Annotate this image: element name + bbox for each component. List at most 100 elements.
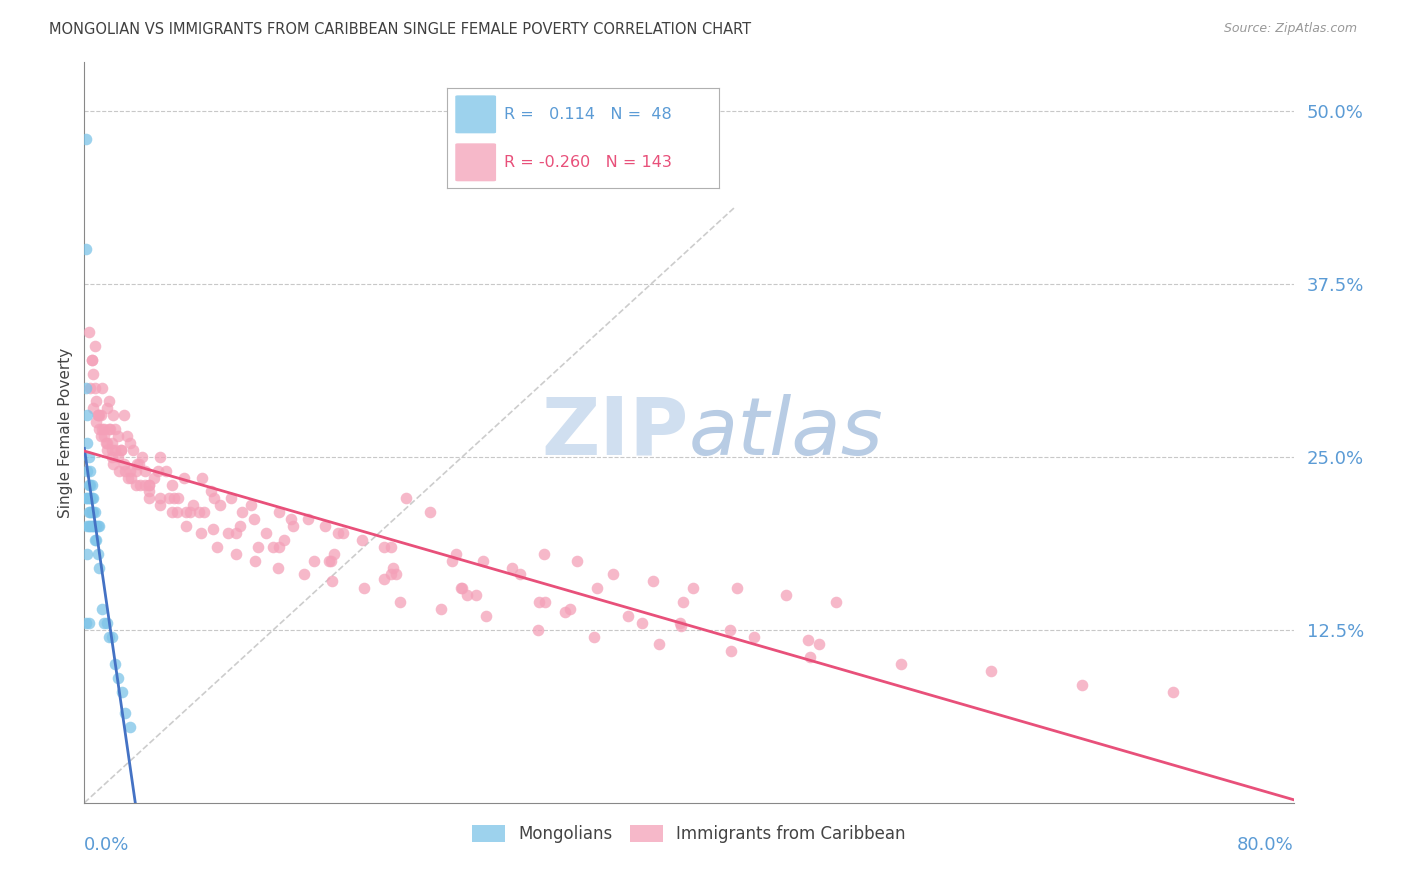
Point xyxy=(121,442,143,457)
Point xyxy=(80,477,103,491)
Point xyxy=(93,429,115,443)
Point xyxy=(247,540,270,554)
Point xyxy=(280,512,302,526)
Point xyxy=(77,491,100,506)
Point xyxy=(89,422,111,436)
Point xyxy=(114,464,136,478)
Point xyxy=(509,567,531,582)
Point xyxy=(381,560,404,574)
Point xyxy=(125,464,148,478)
Point xyxy=(97,422,120,436)
Point xyxy=(389,595,412,609)
Point xyxy=(93,422,115,436)
Text: ZIP: ZIP xyxy=(541,393,689,472)
Point xyxy=(125,477,148,491)
Point xyxy=(76,464,98,478)
Point xyxy=(373,572,395,586)
Point xyxy=(75,131,97,145)
Point xyxy=(262,540,284,554)
Point xyxy=(242,512,264,526)
Point xyxy=(157,491,180,506)
Point xyxy=(155,464,177,478)
Point xyxy=(292,567,315,582)
Point xyxy=(1161,685,1184,699)
Point xyxy=(217,525,239,540)
Point xyxy=(373,540,395,554)
Point xyxy=(79,519,101,533)
Point xyxy=(384,567,406,582)
Point xyxy=(243,554,266,568)
Point xyxy=(824,595,846,609)
Point xyxy=(100,450,122,464)
Point xyxy=(80,505,103,519)
Point xyxy=(93,615,115,630)
Point xyxy=(108,464,131,478)
Point xyxy=(193,505,215,519)
Point xyxy=(79,505,101,519)
Point xyxy=(475,609,498,624)
Point xyxy=(174,519,197,533)
Point xyxy=(229,519,252,533)
Point xyxy=(80,353,103,368)
Point xyxy=(207,540,229,554)
Point xyxy=(380,567,402,582)
Point xyxy=(181,498,204,512)
Point xyxy=(742,630,765,644)
Point xyxy=(76,409,98,423)
Point xyxy=(174,505,197,519)
Point xyxy=(319,554,342,568)
Point xyxy=(84,533,107,547)
Point xyxy=(162,491,184,506)
Point xyxy=(456,588,478,602)
Point xyxy=(314,519,336,533)
Point xyxy=(97,630,120,644)
Point xyxy=(79,464,101,478)
Point xyxy=(631,615,654,630)
Point xyxy=(94,436,117,450)
Point xyxy=(179,505,201,519)
Point xyxy=(96,442,118,457)
Point xyxy=(328,525,350,540)
Point xyxy=(444,547,467,561)
Point xyxy=(318,554,340,568)
Point xyxy=(134,477,156,491)
Point xyxy=(641,574,664,589)
Point xyxy=(440,554,463,568)
Point xyxy=(527,623,550,637)
Point xyxy=(138,477,160,491)
Point xyxy=(76,519,98,533)
Point xyxy=(267,560,290,574)
Point xyxy=(273,533,295,547)
Point xyxy=(585,582,607,596)
Point xyxy=(82,491,104,506)
Point xyxy=(75,615,97,630)
Point xyxy=(529,595,551,609)
Point xyxy=(464,588,486,602)
Point xyxy=(807,637,830,651)
Point xyxy=(79,491,101,506)
Point xyxy=(450,582,472,596)
Point xyxy=(149,498,172,512)
Point xyxy=(430,602,453,616)
Point xyxy=(797,632,820,647)
Point xyxy=(648,637,671,651)
Point xyxy=(451,582,474,596)
Point xyxy=(101,457,124,471)
Point xyxy=(114,706,136,720)
Point xyxy=(332,525,354,540)
Point xyxy=(98,422,121,436)
Point xyxy=(84,381,107,395)
Point xyxy=(91,381,114,395)
Point xyxy=(84,505,107,519)
Point xyxy=(77,615,100,630)
Point xyxy=(890,657,912,672)
Point xyxy=(76,491,98,506)
Text: Source: ZipAtlas.com: Source: ZipAtlas.com xyxy=(1223,22,1357,36)
Point xyxy=(775,588,797,602)
Legend: Mongolians, Immigrants from Caribbean: Mongolians, Immigrants from Caribbean xyxy=(465,819,912,850)
Y-axis label: Single Female Poverty: Single Female Poverty xyxy=(58,348,73,517)
Point xyxy=(100,442,122,457)
Point xyxy=(472,554,495,568)
Text: atlas: atlas xyxy=(689,393,884,472)
Point xyxy=(86,533,108,547)
